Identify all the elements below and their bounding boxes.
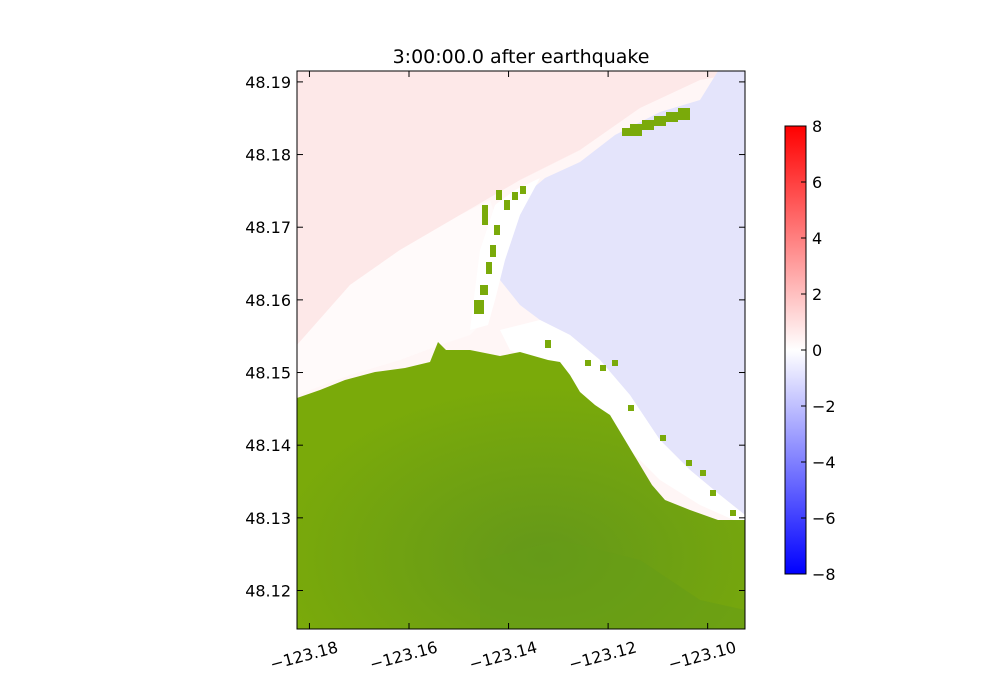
- water-region-east: [500, 71, 745, 515]
- colorbar-tick-label: 2: [812, 285, 822, 304]
- y-axis: 48.12 48.13 48.14 48.15 48.16 48.17 48.18 48.19: [245, 73, 745, 600]
- y-tick-label: 48.16: [245, 291, 291, 310]
- axes-frame: [296, 70, 746, 630]
- x-tick-label: −123.16: [368, 638, 440, 674]
- colorbar-tick-label: 6: [812, 173, 822, 192]
- land-shadow-band: [480, 540, 745, 629]
- x-tick-label: −123.12: [567, 638, 639, 674]
- island-north-east: [622, 108, 690, 136]
- water-region-near-shore: [297, 200, 500, 395]
- y-tick-label: 48.12: [245, 581, 291, 600]
- chart-title: 3:00:00.0 after earthquake: [393, 46, 650, 68]
- water-region-north-west: [297, 71, 745, 345]
- y-tick-label: 48.19: [245, 73, 291, 92]
- colorbar-tick-label: 8: [812, 117, 822, 136]
- y-tick-label: 48.18: [245, 146, 291, 165]
- land-mass: [297, 342, 745, 629]
- x-tick-label: −123.18: [268, 638, 340, 674]
- y-tick-label: 48.15: [245, 364, 291, 383]
- colorbar-ticks: 8 6 4 2 0 −2 −4 −6 −8: [801, 117, 836, 584]
- plot-area: [297, 71, 745, 629]
- x-tick-label: −123.10: [666, 638, 738, 674]
- y-tick-label: 48.17: [245, 218, 291, 237]
- colorbar-tick-label: 4: [812, 229, 822, 248]
- shore-speckles: [520, 340, 736, 516]
- colorbar-tick-label: −8: [812, 565, 836, 584]
- spit-land: [474, 186, 526, 314]
- y-tick-label: 48.14: [245, 436, 291, 455]
- colorbar-tick-label: −2: [812, 397, 836, 416]
- colorbar-tick-label: −4: [812, 453, 836, 472]
- colorbar-tick-label: −6: [812, 509, 836, 528]
- x-tick-label: −123.14: [467, 638, 539, 674]
- y-tick-label: 48.13: [245, 509, 291, 528]
- colorbar-tick-label: 0: [812, 341, 822, 360]
- colorbar: 8 6 4 2 0 −2 −4 −6 −8: [784, 117, 836, 584]
